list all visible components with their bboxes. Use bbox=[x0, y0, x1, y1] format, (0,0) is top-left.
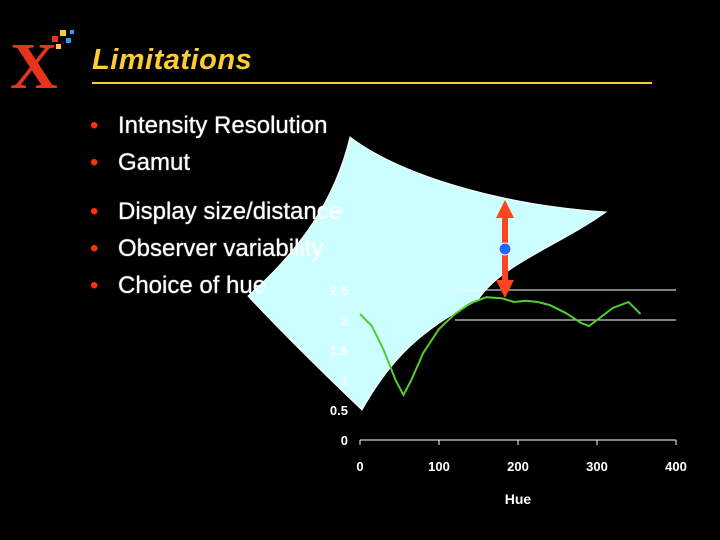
gamut-surface bbox=[247, 136, 608, 411]
bullet-item: • Observer variability bbox=[90, 235, 324, 262]
x-axis-title: Hue bbox=[505, 491, 532, 507]
bullet-dot: • bbox=[90, 149, 99, 176]
xerox-x-logo: X bbox=[8, 28, 78, 103]
bullet-dot: • bbox=[90, 198, 99, 225]
slide-title: Limitations bbox=[92, 44, 253, 76]
bullet-item: • Intensity Resolution bbox=[90, 112, 328, 139]
bullet-item: • Gamut bbox=[90, 149, 191, 176]
y-tick-label: 2 bbox=[341, 313, 348, 328]
y-tick-label: 2.5 bbox=[330, 283, 348, 298]
logo-letter: X bbox=[10, 30, 58, 92]
marker-dot bbox=[498, 242, 512, 256]
range-arrow bbox=[496, 200, 514, 298]
x-tick-label: 100 bbox=[428, 459, 450, 474]
bullet-item: • Choice of hue bbox=[90, 272, 267, 299]
bullet-list: • Intensity Resolution • Gamut • Display si… bbox=[90, 112, 342, 309]
x-tick-label: 300 bbox=[586, 459, 608, 474]
x-tick-label: 0 bbox=[356, 459, 363, 474]
x-tick-label: 400 bbox=[665, 459, 687, 474]
y-tick-label: 1 bbox=[341, 373, 348, 388]
title-underline bbox=[92, 82, 652, 84]
bullet-dot: • bbox=[90, 272, 99, 299]
y-tick-label: 0.5 bbox=[330, 403, 348, 418]
x-tick-label: 200 bbox=[507, 459, 529, 474]
bullet-item: • Display size/distance bbox=[90, 198, 343, 225]
bullet-dot: • bbox=[90, 112, 99, 139]
hue-plot: 0 100 200 300 400 0 0.5 1 1.5 2 2.5 Hue bbox=[330, 283, 687, 507]
series-line bbox=[359, 296, 642, 398]
y-tick-label: 1.5 bbox=[330, 343, 348, 358]
bullet-dot: • bbox=[90, 235, 99, 262]
y-tick-label: 0 bbox=[341, 433, 348, 448]
